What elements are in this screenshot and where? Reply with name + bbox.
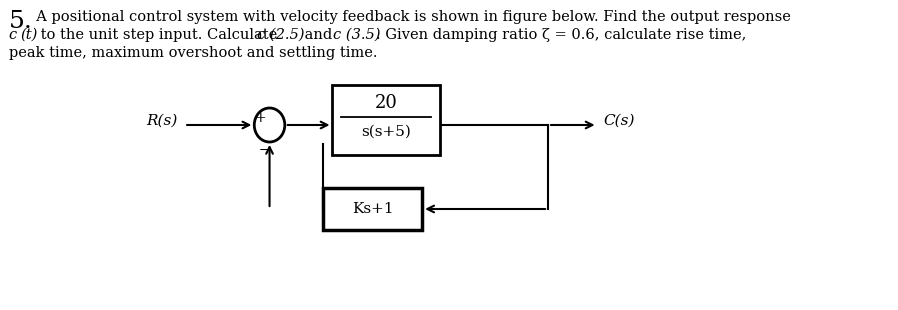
Text: c (2.5): c (2.5) bbox=[257, 28, 304, 42]
FancyBboxPatch shape bbox=[323, 188, 422, 230]
Text: −: − bbox=[259, 144, 269, 157]
Text: 20: 20 bbox=[374, 94, 398, 112]
Text: c (3.5): c (3.5) bbox=[333, 28, 381, 42]
Text: +: + bbox=[255, 111, 267, 125]
Text: 5.: 5. bbox=[9, 10, 33, 33]
FancyBboxPatch shape bbox=[332, 85, 440, 155]
Text: A positional control system with velocity feedback is shown in figure below. Fin: A positional control system with velocit… bbox=[27, 10, 791, 24]
Text: and: and bbox=[300, 28, 337, 42]
Text: C(s): C(s) bbox=[603, 114, 635, 128]
Text: s(s+5): s(s+5) bbox=[361, 125, 411, 139]
Text: R(s): R(s) bbox=[146, 114, 178, 128]
Text: Ks+1: Ks+1 bbox=[352, 202, 393, 216]
Text: to the unit step input. Calculate: to the unit step input. Calculate bbox=[36, 28, 282, 42]
Text: c: c bbox=[9, 28, 22, 42]
Text: peak time, maximum overshoot and settling time.: peak time, maximum overshoot and settlin… bbox=[9, 46, 377, 60]
Text: (t): (t) bbox=[21, 28, 38, 42]
Text: . Given damping ratio ζ = 0.6, calculate rise time,: . Given damping ratio ζ = 0.6, calculate… bbox=[375, 28, 746, 42]
